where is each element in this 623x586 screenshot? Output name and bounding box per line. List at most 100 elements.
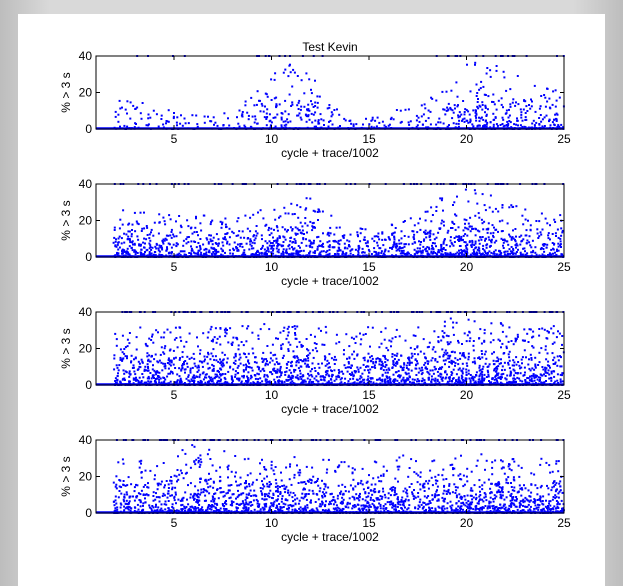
data-point	[466, 248, 469, 251]
data-point	[398, 382, 401, 385]
data-point	[115, 344, 118, 347]
data-point	[534, 110, 537, 113]
data-point	[305, 197, 308, 200]
data-point	[538, 220, 541, 223]
data-point	[256, 90, 259, 93]
data-point	[160, 382, 163, 385]
data-point	[488, 363, 491, 366]
data-point	[119, 348, 122, 351]
data-point	[499, 381, 502, 384]
data-point	[330, 369, 332, 372]
data-point	[196, 336, 198, 339]
data-point	[136, 235, 139, 238]
data-point	[525, 229, 528, 232]
data-point	[525, 242, 528, 245]
data-point	[482, 247, 484, 250]
data-point	[413, 238, 416, 241]
data-point	[261, 255, 264, 258]
data-point	[479, 236, 482, 239]
data-point	[159, 246, 162, 249]
data-point	[122, 209, 125, 212]
data-point	[500, 362, 502, 365]
data-point	[235, 247, 238, 250]
data-point	[117, 241, 120, 244]
data-point	[511, 127, 513, 130]
data-point	[297, 114, 300, 117]
data-point	[195, 246, 198, 249]
data-point	[456, 105, 459, 108]
data-point	[196, 125, 199, 128]
data-point	[244, 214, 247, 217]
data-point	[312, 106, 315, 108]
data-point	[347, 254, 350, 257]
data-point	[210, 380, 213, 383]
data-point	[389, 380, 392, 383]
data-point	[198, 244, 201, 247]
data-point	[209, 379, 212, 381]
data-point	[301, 360, 304, 363]
data-point	[297, 358, 300, 361]
data-point	[460, 235, 463, 238]
data-point	[497, 376, 500, 379]
data-point	[250, 253, 253, 256]
data-point	[478, 366, 481, 369]
x-tick-label: 5	[171, 260, 178, 274]
data-point	[415, 374, 418, 376]
data-point	[496, 356, 499, 359]
data-point	[227, 382, 230, 385]
data-point	[114, 245, 117, 248]
data-point	[486, 67, 489, 69]
data-point	[299, 108, 302, 111]
data-point	[189, 227, 192, 230]
data-point	[368, 250, 371, 253]
data-point	[488, 238, 491, 241]
data-point	[143, 237, 146, 240]
data-point	[223, 353, 226, 356]
data-point	[528, 358, 530, 361]
data-point	[257, 254, 260, 257]
data-point	[395, 242, 398, 245]
data-point	[288, 247, 291, 250]
data-point	[476, 229, 479, 232]
data-point	[326, 369, 329, 372]
data-point	[205, 248, 208, 251]
data-point	[215, 373, 218, 376]
data-point	[282, 251, 285, 254]
data-point	[428, 253, 431, 256]
data-point	[435, 205, 438, 208]
data-point	[440, 339, 443, 342]
data-point	[353, 357, 356, 360]
data-point	[123, 124, 126, 127]
data-point	[136, 222, 139, 225]
data-point	[538, 117, 541, 119]
data-point	[483, 379, 485, 382]
data-point	[505, 345, 508, 348]
data-point	[175, 242, 178, 245]
data-point	[210, 252, 213, 255]
data-point	[521, 254, 524, 257]
data-point	[497, 360, 499, 363]
data-point	[363, 378, 366, 381]
data-point	[512, 379, 515, 382]
data-point	[209, 383, 211, 385]
data-point	[373, 250, 376, 253]
data-point	[178, 375, 181, 378]
data-point	[377, 235, 380, 238]
data-point	[222, 364, 225, 367]
data-point	[256, 232, 259, 235]
data-point	[559, 373, 562, 376]
data-point	[439, 375, 442, 378]
data-point	[435, 245, 437, 248]
data-point	[140, 117, 143, 120]
data-point	[211, 239, 214, 242]
data-point	[290, 105, 293, 107]
data-point	[496, 124, 499, 127]
data-point	[300, 378, 303, 380]
data-point	[496, 367, 499, 370]
data-point	[469, 253, 472, 256]
data-point	[416, 378, 419, 381]
data-point	[165, 238, 168, 241]
data-point	[126, 338, 129, 341]
data-point	[443, 325, 446, 328]
data-point	[314, 101, 317, 104]
